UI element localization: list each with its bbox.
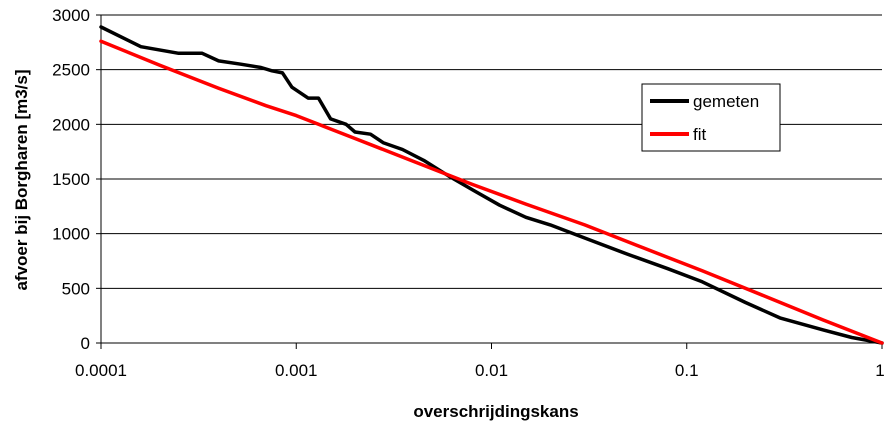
legend-label-fit: fit [693,125,707,144]
legend-label-gemeten: gemeten [693,92,759,111]
y-tick-label: 500 [62,279,90,298]
series-line-fit [99,39,884,345]
x-tick-label: 1 [875,361,884,380]
x-axis-ticks: 0.0001 0.001 0.01 0.1 1 [75,343,885,380]
y-tick-label: 2000 [52,115,90,134]
x-axis-title: overschrijdingskans [413,402,578,421]
legend-box [641,83,781,152]
x-tick-label: 0.0001 [75,361,127,380]
y-tick-label: 1500 [52,170,90,189]
x-tick-label: 0.1 [675,361,699,380]
legend: gemeten fit [641,83,781,152]
series-line-gemeten [99,25,884,345]
grid-lines [101,14,882,289]
y-tick-label: 0 [81,334,90,353]
y-axis-title: afvoer bij Borgharen [m3/s] [12,69,31,290]
series-layer [99,25,884,345]
y-tick-label: 2500 [52,61,90,80]
x-tick-label: 0.001 [275,361,318,380]
y-tick-label: 3000 [52,6,90,25]
y-axis-ticks: 0 500 1000 1500 2000 2500 3000 [52,6,101,353]
x-tick-label: 0.01 [475,361,508,380]
y-tick-label: 1000 [52,225,90,244]
